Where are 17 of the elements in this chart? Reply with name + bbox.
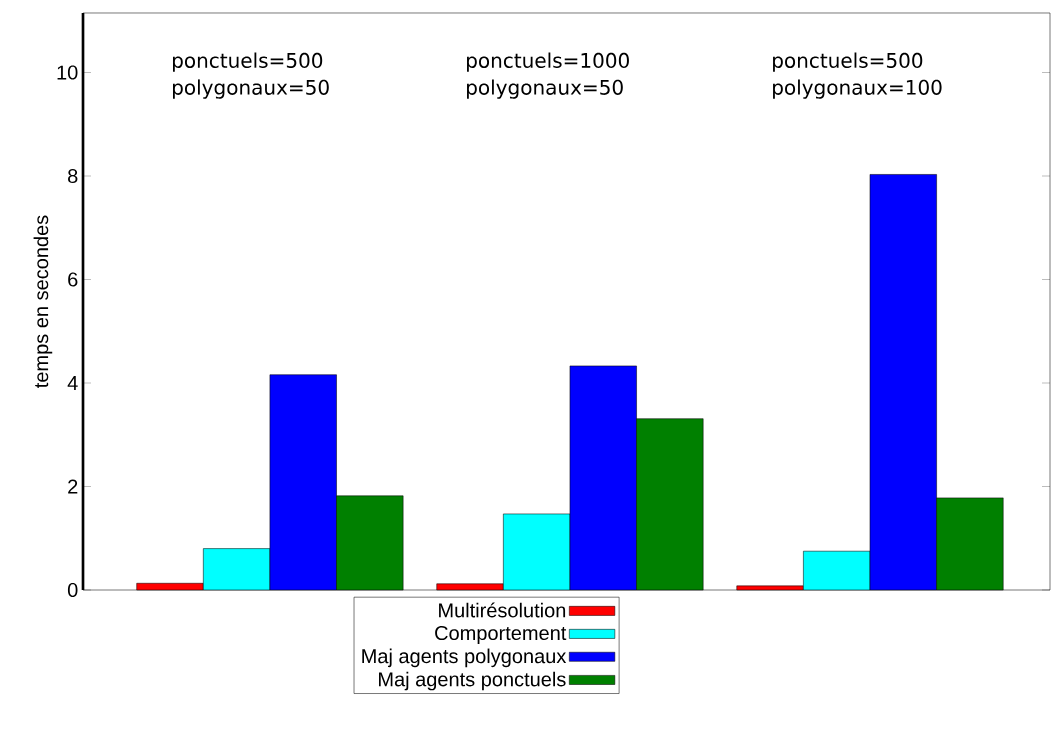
y-tick-label: 6	[68, 272, 78, 287]
y-axis-title: temps en secondes	[33, 215, 53, 388]
annotation: ponctuels=500	[773, 52, 923, 72]
legend-label: Comportement	[435, 625, 567, 645]
y-tick-label: 8	[68, 168, 78, 184]
y-tick-label: 10	[57, 65, 78, 80]
annotation: polygonaux=50	[467, 79, 623, 99]
annotation: ponctuels=500	[173, 52, 323, 72]
y-tick-label: 0	[67, 582, 78, 598]
legend-label: Multirésolution	[439, 602, 566, 618]
annotation: ponctuels=1000	[467, 52, 629, 72]
annotation: polygonaux=100	[773, 79, 942, 99]
y-tick-label: 4	[67, 376, 78, 390]
annotation: polygonaux=50	[173, 79, 329, 99]
y-tick-label: 2	[68, 479, 78, 494]
legend-label: Maj agents ponctuels	[379, 671, 566, 691]
legend-label: Maj agents polygonaux	[362, 648, 567, 668]
